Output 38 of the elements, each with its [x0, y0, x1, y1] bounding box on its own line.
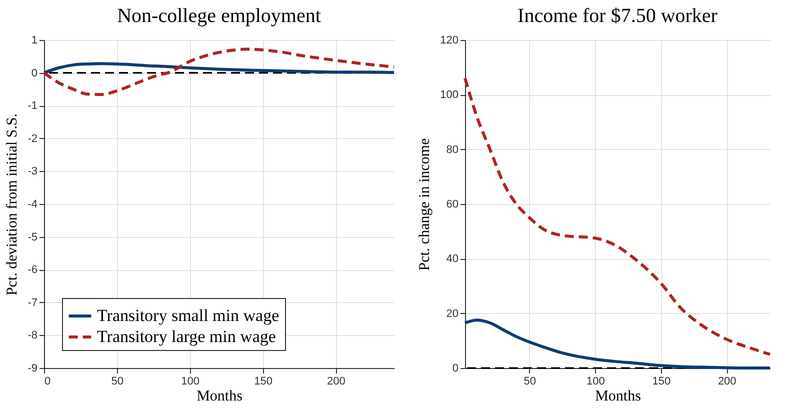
- y-tick-label: -1: [28, 100, 38, 112]
- x-tick-label: 50: [524, 376, 536, 388]
- y-axis-title: Pct. change in income: [417, 138, 434, 271]
- y-tick-label: 40: [446, 253, 458, 266]
- x-axis-title: Months: [595, 388, 642, 404]
- y-tick-label: -3: [28, 166, 38, 178]
- y-tick-label: 0: [452, 362, 458, 374]
- y-tick-label: 120: [440, 34, 458, 46]
- y-tick-label: 60: [446, 198, 458, 210]
- y-tick-label: 80: [446, 144, 458, 156]
- chart-title: Income for $7.50 worker: [518, 5, 718, 27]
- x-tick-label: 150: [652, 376, 671, 388]
- x-tick-label: 200: [718, 376, 736, 388]
- x-tick-label: 50: [111, 376, 124, 388]
- line-series: [42, 62, 396, 74]
- y-tick-label: -4: [28, 198, 38, 210]
- x-tick-label: 100: [586, 376, 605, 388]
- chart-title: Non-college employment: [117, 5, 322, 27]
- legend-label: Transitory large min wage: [97, 327, 276, 346]
- x-axis-title: Months: [196, 388, 243, 404]
- y-tick-label: -5: [28, 231, 38, 244]
- y-tick-label: -6: [28, 264, 38, 276]
- x-tick-label: 0: [44, 376, 51, 388]
- line-series: [464, 76, 772, 356]
- y-tick-label: -8: [28, 330, 38, 342]
- y-tick-label: -9: [28, 362, 38, 374]
- x-tick-label: 100: [181, 376, 200, 388]
- line-series: [42, 48, 396, 96]
- y-tick-label: 1: [31, 34, 38, 46]
- y-tick-label: 0: [31, 67, 38, 80]
- y-tick-label: 100: [440, 89, 458, 102]
- y-tick-label: -2: [28, 132, 38, 145]
- legend-label: Transitory small min wage: [97, 306, 280, 325]
- x-tick-label: 200: [326, 376, 346, 388]
- x-tick-label: 150: [254, 376, 272, 388]
- y-axis-title: Pct. deviation from initial S.S.: [4, 113, 21, 296]
- y-tick-label: 20: [446, 308, 458, 320]
- y-tick-label: -7: [28, 296, 38, 309]
